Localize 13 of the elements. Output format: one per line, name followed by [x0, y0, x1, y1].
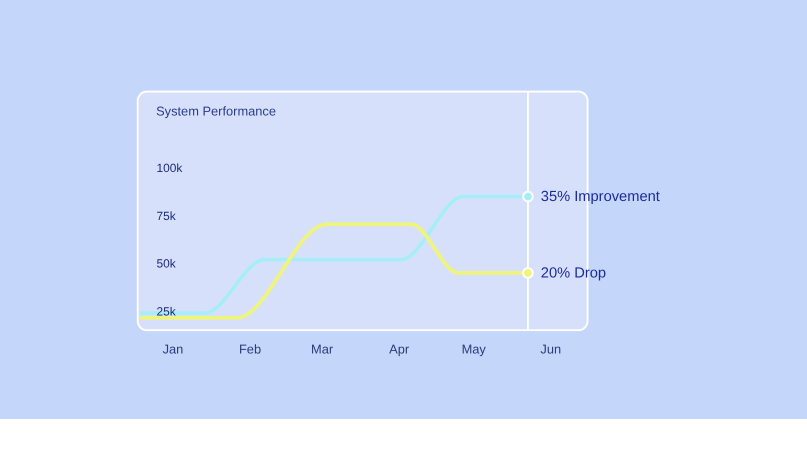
x-tick-label: Jun	[540, 342, 562, 357]
x-tick-label: Jan	[162, 342, 184, 357]
y-tick-label: 100k	[156, 161, 182, 176]
annotation: 35% Improvement	[540, 189, 660, 206]
annotation: 20% Drop	[540, 266, 606, 282]
x-tick-label: Mar	[311, 342, 334, 357]
x-tick-label: May	[462, 342, 486, 357]
x-tick-label: Apr	[389, 342, 410, 357]
text: System Performance	[156, 103, 276, 118]
y-tick-label: 75k	[156, 208, 176, 223]
y-tick-label: 50k	[156, 256, 176, 271]
x-tick-label: Feb	[238, 342, 262, 357]
y-tick-label: 25k	[156, 304, 176, 318]
